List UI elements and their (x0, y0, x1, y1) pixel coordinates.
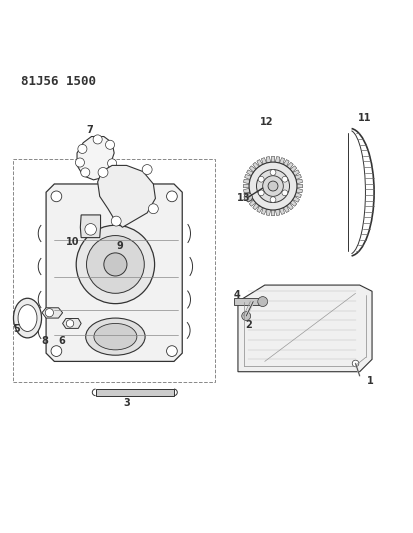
Polygon shape (243, 180, 249, 184)
Circle shape (256, 169, 289, 203)
Circle shape (258, 190, 263, 196)
Text: 9: 9 (116, 241, 123, 251)
Circle shape (75, 158, 84, 167)
Polygon shape (77, 136, 114, 180)
Polygon shape (279, 158, 284, 164)
Circle shape (99, 169, 108, 178)
Polygon shape (290, 166, 296, 172)
Circle shape (107, 159, 116, 168)
Circle shape (105, 140, 114, 149)
Circle shape (51, 346, 62, 357)
Ellipse shape (85, 318, 145, 355)
Polygon shape (252, 163, 259, 169)
Text: 81J56 1500: 81J56 1500 (21, 75, 96, 87)
Circle shape (81, 168, 90, 177)
Text: 4: 4 (233, 290, 240, 301)
Text: 2: 2 (244, 320, 251, 330)
Polygon shape (294, 192, 301, 198)
Polygon shape (261, 158, 266, 164)
Circle shape (98, 167, 108, 177)
Text: 11: 11 (357, 113, 370, 123)
Polygon shape (292, 196, 299, 202)
Polygon shape (249, 166, 255, 172)
Ellipse shape (94, 324, 137, 350)
Circle shape (268, 181, 277, 191)
Polygon shape (246, 170, 253, 176)
Circle shape (111, 216, 121, 226)
Polygon shape (233, 298, 262, 305)
Bar (13, 159, 215, 382)
Polygon shape (271, 210, 274, 216)
Polygon shape (275, 157, 279, 163)
Polygon shape (282, 159, 289, 166)
Circle shape (269, 197, 275, 203)
Polygon shape (266, 209, 270, 215)
Circle shape (269, 169, 275, 175)
Polygon shape (243, 188, 249, 193)
Ellipse shape (14, 298, 41, 338)
Polygon shape (246, 196, 253, 202)
Circle shape (85, 223, 96, 235)
Polygon shape (42, 308, 62, 318)
Polygon shape (95, 389, 173, 395)
Polygon shape (286, 203, 292, 210)
Polygon shape (80, 215, 100, 238)
Text: 10: 10 (66, 237, 79, 247)
Polygon shape (295, 180, 302, 184)
Circle shape (244, 193, 252, 201)
Text: 8: 8 (42, 336, 49, 346)
Polygon shape (290, 200, 296, 206)
Circle shape (148, 204, 158, 214)
Polygon shape (279, 208, 284, 214)
Polygon shape (292, 170, 299, 176)
Text: 1: 1 (366, 376, 373, 386)
Polygon shape (282, 206, 289, 213)
Circle shape (241, 312, 250, 320)
Circle shape (45, 309, 53, 317)
Circle shape (351, 360, 358, 367)
Text: 13: 13 (237, 193, 250, 204)
Polygon shape (252, 203, 259, 210)
Polygon shape (275, 209, 279, 215)
Circle shape (249, 162, 296, 210)
Polygon shape (237, 285, 371, 372)
Polygon shape (296, 184, 302, 188)
Polygon shape (286, 163, 292, 169)
Circle shape (76, 225, 154, 304)
Ellipse shape (18, 305, 37, 332)
Polygon shape (97, 165, 155, 227)
Circle shape (93, 135, 102, 144)
Circle shape (142, 165, 152, 174)
Circle shape (166, 346, 177, 357)
Polygon shape (243, 184, 249, 188)
Circle shape (86, 236, 144, 293)
Polygon shape (244, 174, 251, 180)
Polygon shape (266, 157, 270, 163)
Polygon shape (261, 208, 266, 214)
Polygon shape (244, 192, 251, 198)
Polygon shape (62, 319, 81, 328)
Polygon shape (249, 200, 255, 206)
Circle shape (281, 176, 287, 182)
Polygon shape (271, 156, 274, 162)
Circle shape (258, 176, 263, 182)
Circle shape (281, 190, 287, 196)
Circle shape (78, 144, 87, 154)
Polygon shape (294, 174, 301, 180)
Text: 6: 6 (58, 336, 65, 346)
Circle shape (257, 297, 267, 306)
Circle shape (104, 253, 127, 276)
Circle shape (262, 176, 282, 196)
Text: 5: 5 (13, 324, 20, 334)
Polygon shape (295, 188, 302, 193)
Circle shape (166, 191, 177, 201)
Polygon shape (46, 184, 182, 361)
Polygon shape (256, 206, 262, 213)
Polygon shape (256, 159, 262, 166)
Circle shape (51, 191, 62, 201)
Text: 7: 7 (86, 125, 93, 135)
Text: 12: 12 (259, 117, 273, 127)
Text: 3: 3 (123, 398, 130, 408)
Circle shape (66, 320, 74, 327)
